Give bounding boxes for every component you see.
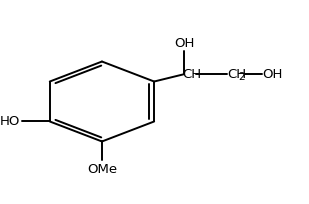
Text: CH: CH bbox=[182, 68, 201, 80]
Text: OH: OH bbox=[174, 37, 194, 50]
Text: HO: HO bbox=[0, 114, 20, 127]
Text: OH: OH bbox=[262, 68, 283, 80]
Text: CH: CH bbox=[227, 68, 246, 80]
Text: OMe: OMe bbox=[87, 162, 117, 175]
Text: 2: 2 bbox=[238, 72, 244, 82]
